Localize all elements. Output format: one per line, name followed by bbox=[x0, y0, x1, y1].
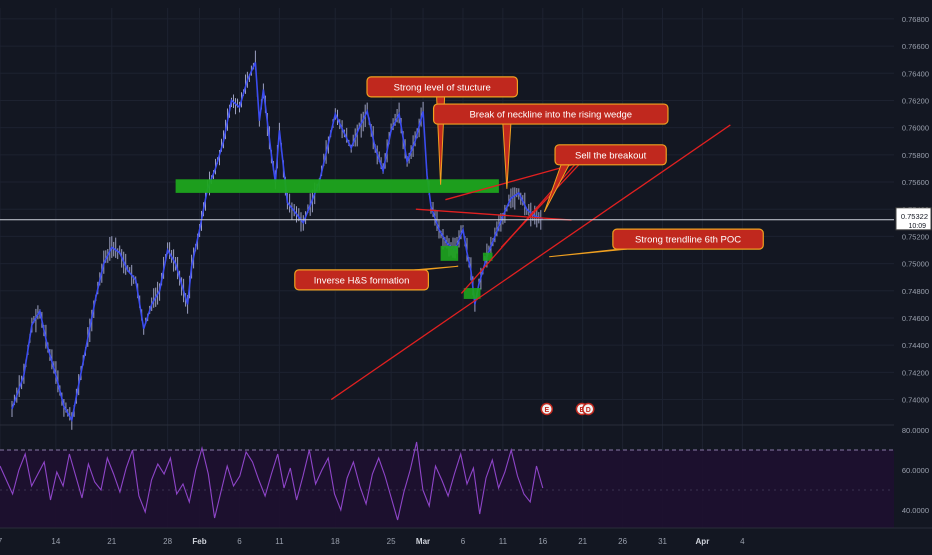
rsi-tick-label: 80.0000 bbox=[902, 426, 929, 435]
annotation-box[interactable] bbox=[612, 228, 764, 250]
hs-zone-box[interactable] bbox=[482, 252, 493, 261]
time-axis[interactable]: 7 14 21 28 Feb 6 11 18 25 Mar 6 11 16 21 26 31 Apr 4 bbox=[0, 527, 932, 550]
annotation-box[interactable] bbox=[366, 76, 519, 98]
time-tick-label: 31 bbox=[658, 537, 667, 546]
last-price-badge[interactable] bbox=[895, 207, 932, 231]
price-tick-label: 0.75600 bbox=[902, 178, 929, 187]
rsi-axis-background bbox=[894, 425, 932, 528]
price-tick-label: 0.74600 bbox=[902, 314, 929, 323]
trendlines[interactable] bbox=[330, 124, 731, 401]
hs-zone-box[interactable] bbox=[440, 245, 459, 261]
annotations[interactable]: Strong level of stucture Break of necklin… bbox=[294, 76, 764, 291]
rsi-tick-label: 60.0000 bbox=[902, 466, 929, 475]
event-marker-circle bbox=[540, 402, 554, 416]
hs-zone-box[interactable] bbox=[463, 288, 481, 299]
time-tick-label: 21 bbox=[578, 537, 587, 546]
time-tick-label: 11 bbox=[275, 537, 284, 546]
price-tick-label: 0.76400 bbox=[902, 69, 929, 78]
time-tick-label: 6 bbox=[237, 537, 242, 546]
price-tick-label: 0.76800 bbox=[902, 15, 929, 24]
annotation-text: Inverse H&S formation bbox=[314, 275, 410, 286]
zones[interactable] bbox=[175, 179, 499, 299]
bar-countdown-label: 10:09 bbox=[908, 223, 926, 230]
trendline[interactable] bbox=[500, 158, 585, 248]
price-tick-label: 0.76000 bbox=[902, 124, 929, 133]
rsi-pane[interactable] bbox=[0, 441, 894, 531]
annotation-callout[interactable]: Break of neckline into the rising wedge bbox=[432, 103, 669, 189]
annotation-text: Strong level of stucture bbox=[394, 82, 491, 93]
price-tick-label: 0.75000 bbox=[902, 260, 929, 269]
price-tick-label: 0.76600 bbox=[902, 42, 929, 51]
event-marker-glyph: E bbox=[544, 407, 549, 414]
time-tick-label: 18 bbox=[331, 537, 340, 546]
time-tick-label: 6 bbox=[461, 537, 466, 546]
trendline[interactable] bbox=[330, 124, 731, 401]
rsi-line[interactable] bbox=[0, 441, 544, 521]
price-tick-label: 0.74200 bbox=[902, 368, 929, 377]
time-tick-label: Apr bbox=[696, 537, 710, 546]
annotation-box[interactable] bbox=[554, 144, 667, 166]
time-tick-label: Feb bbox=[192, 537, 206, 546]
annotation-callout[interactable]: Inverse H&S formation bbox=[294, 265, 459, 291]
event-marker-icon[interactable]: D bbox=[582, 402, 595, 416]
time-tick-label: 16 bbox=[538, 537, 547, 546]
support-zone[interactable] bbox=[175, 179, 499, 193]
time-tick-label: 26 bbox=[618, 537, 627, 546]
price-tick-label: 0.74400 bbox=[902, 341, 929, 350]
annotation-callout[interactable]: Sell the breakout bbox=[543, 144, 667, 213]
event-marker-glyph: E bbox=[580, 407, 585, 414]
event-marker-glyph: D bbox=[586, 407, 591, 414]
price-tick-label: 0.74000 bbox=[902, 396, 929, 405]
time-tick-label: 25 bbox=[387, 537, 396, 546]
annotation-text: Strong trendline 6th POC bbox=[635, 235, 741, 246]
annotation-text: Sell the breakout bbox=[575, 150, 647, 161]
rsi-axis[interactable]: 80.0000 60.0000 40.0000 bbox=[894, 425, 932, 528]
time-tick-label: Mar bbox=[416, 537, 430, 546]
annotation-text: Break of neckline into the rising wedge bbox=[469, 110, 632, 121]
time-tick-label: 7 bbox=[0, 537, 3, 546]
annotation-callout[interactable]: Strong trendline 6th POC bbox=[549, 228, 764, 258]
last-price-label: 0.75322 bbox=[901, 212, 928, 221]
price-tick-label: 0.75800 bbox=[902, 151, 929, 160]
price-axis[interactable]: 0.76800 0.76600 0.76400 0.76200 0.76000 0.758… bbox=[894, 0, 932, 425]
price-tick-label: 0.75200 bbox=[902, 232, 929, 241]
time-axis-background bbox=[0, 528, 932, 550]
time-tick-label: 21 bbox=[107, 537, 116, 546]
time-tick-label: 28 bbox=[163, 537, 172, 546]
grid bbox=[0, 8, 894, 528]
annotation-box[interactable] bbox=[294, 269, 429, 291]
price-line[interactable] bbox=[11, 62, 544, 423]
rsi-tick-label: 40.0000 bbox=[902, 506, 929, 515]
time-tick-label: 14 bbox=[51, 537, 60, 546]
price-tick-label: 0.76200 bbox=[902, 96, 929, 105]
event-marker-icon[interactable]: E bbox=[540, 402, 554, 416]
price-tick-label: 0.74800 bbox=[902, 287, 929, 296]
time-tick-label: 11 bbox=[499, 537, 508, 546]
trendline[interactable] bbox=[415, 208, 572, 221]
event-marker-circle bbox=[582, 402, 595, 416]
annotation-box[interactable] bbox=[432, 103, 669, 125]
time-tick-label: 4 bbox=[740, 537, 745, 546]
